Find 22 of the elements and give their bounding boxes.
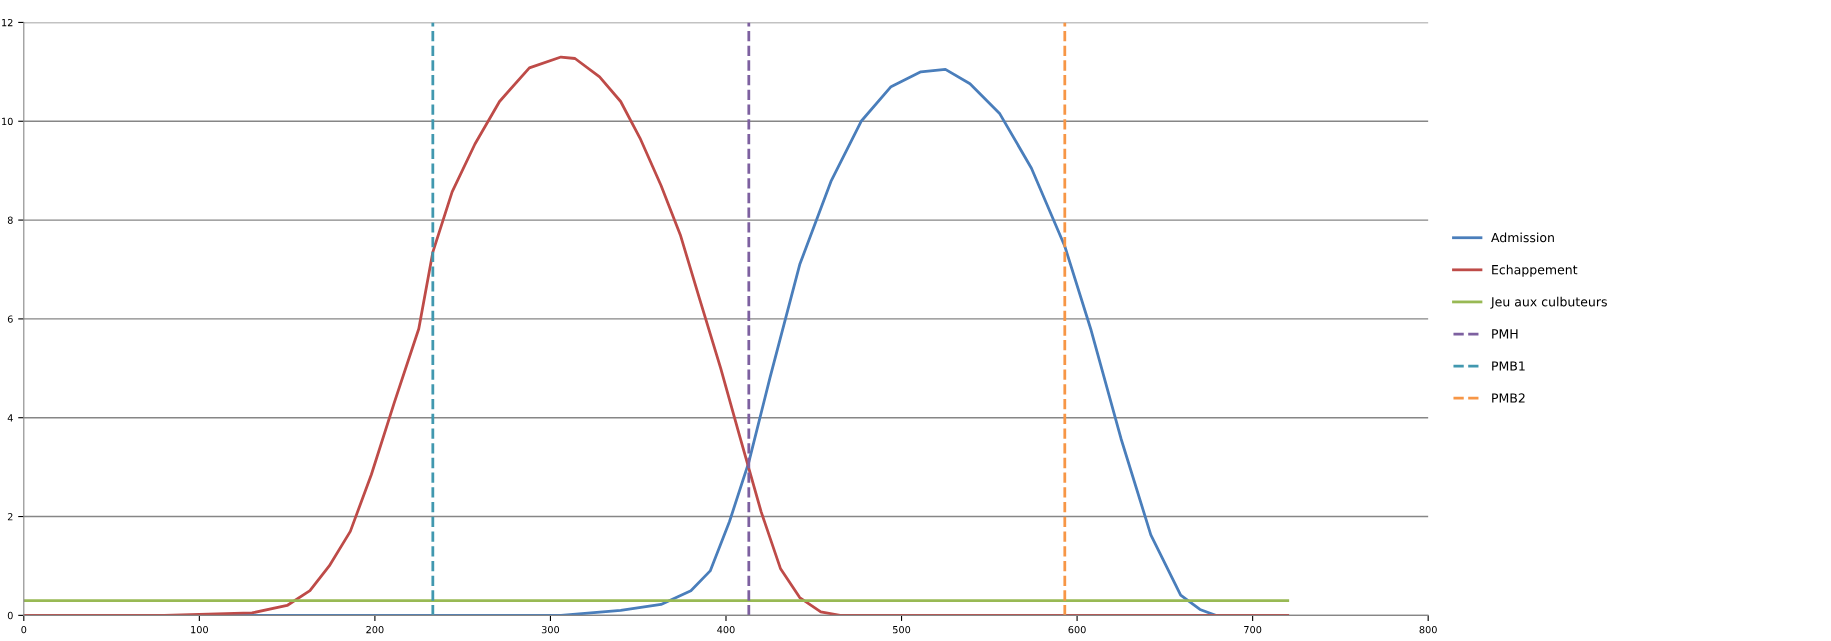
legend-label: Admission — [1491, 232, 1554, 243]
x-tick-label: 300 — [541, 625, 560, 634]
y-tick-label: 4 — [7, 414, 13, 422]
x-tick-label: 400 — [717, 625, 735, 634]
x-tick-label: 0 — [21, 625, 27, 634]
x-tick-label: 700 — [1244, 625, 1262, 634]
x-tick-label: 600 — [1068, 625, 1086, 634]
legend-label: Jeu aux culbuteurs — [1490, 296, 1607, 309]
legend-label: PMH — [1492, 329, 1518, 339]
x-tick-label: 200 — [366, 625, 384, 634]
y-tick-label: 12 — [2, 18, 13, 27]
y-tick-label: 0 — [7, 611, 13, 620]
y-tick-label: 10 — [2, 117, 13, 126]
x-tick-label: 800 — [1419, 625, 1437, 634]
legend-label: PMB2 — [1492, 393, 1525, 403]
x-tick-label: 500 — [893, 625, 911, 634]
legend-label: PMB1 — [1492, 361, 1525, 371]
y-tick-label: 6 — [7, 315, 13, 323]
x-tick-label: 100 — [191, 625, 208, 634]
legend-label: Echappement — [1492, 264, 1578, 277]
y-tick-label: 2 — [7, 513, 13, 521]
y-tick-label: 8 — [7, 216, 13, 224]
